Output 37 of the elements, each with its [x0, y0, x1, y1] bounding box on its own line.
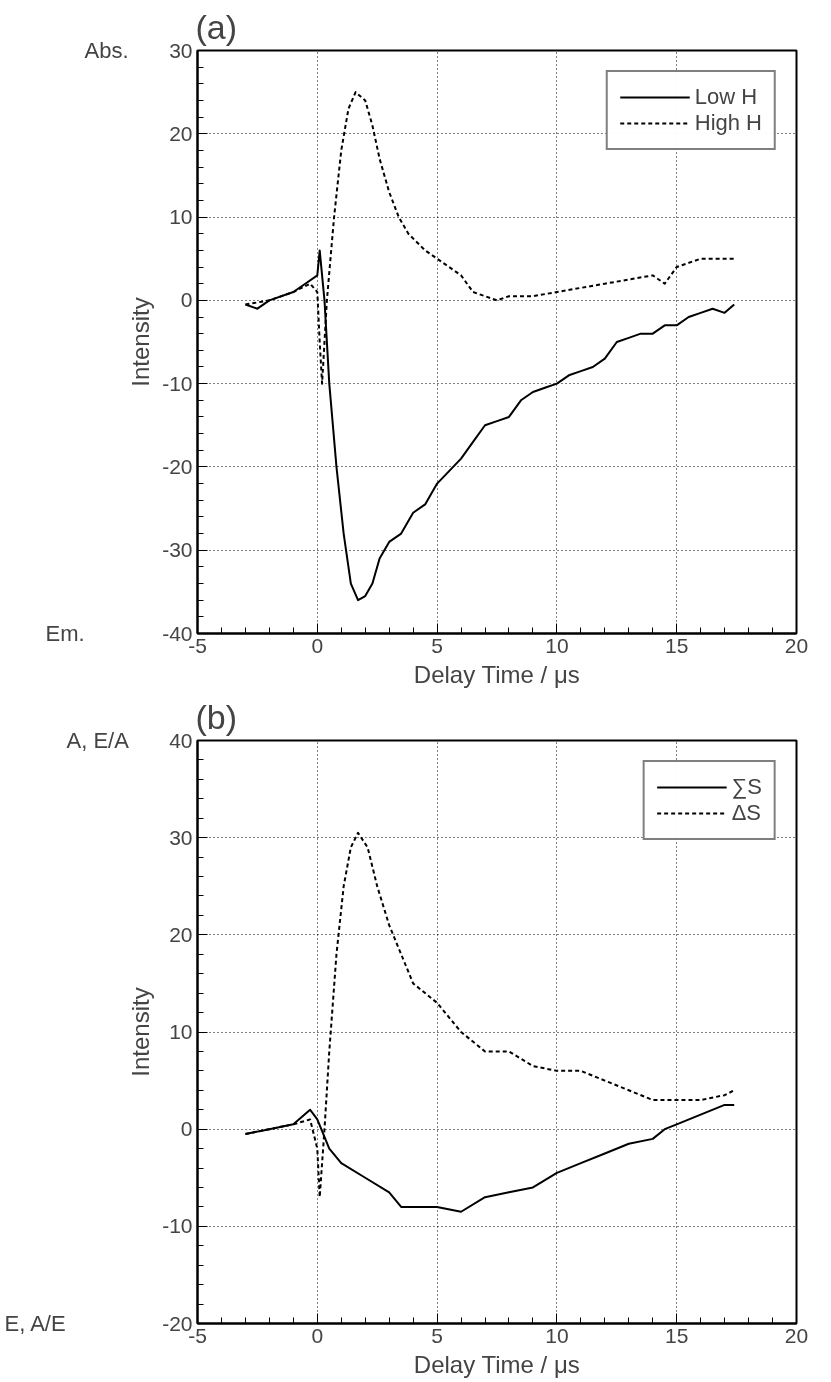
y-tick-label: -10	[162, 371, 193, 395]
legend-label: ΔS	[731, 800, 762, 826]
text: Abs.	[84, 38, 129, 63]
y-tick-label: -30	[162, 538, 193, 562]
legend-label: High H	[694, 110, 762, 136]
x-tick-label: 10	[545, 1323, 569, 1347]
x-tick-label: 0	[311, 633, 324, 657]
y-tick-label: 20	[169, 121, 193, 145]
y-tick-label: 20	[169, 922, 193, 946]
y-axis-title: Intensity	[127, 297, 155, 387]
x-tick-label: 0	[311, 1323, 324, 1347]
y-tick-label: 0	[180, 1117, 193, 1141]
x-tick-label: 5	[431, 1323, 443, 1347]
x-axis-title: Delay Time / μs	[413, 660, 580, 688]
y-tick-label: 0	[180, 288, 193, 312]
y-tick-label: -10	[162, 1214, 193, 1238]
chart-title: (b)	[195, 697, 238, 736]
x-tick-label: 15	[665, 633, 689, 657]
x-tick-label: 5	[431, 633, 443, 657]
y-tick-label: 30	[169, 825, 193, 849]
x-axis-title: Delay Time / μs	[413, 1350, 580, 1378]
text: E, A/E	[4, 1311, 66, 1336]
y-axis-title: Intensity	[127, 987, 155, 1077]
x-tick-label: 15	[665, 1323, 689, 1347]
text: Em.	[45, 621, 85, 646]
y-tick-label: 30	[169, 38, 193, 62]
chart-title: (a)	[195, 7, 238, 46]
y-tick-label: -20	[162, 454, 193, 478]
x-tick-label: 10	[545, 633, 569, 657]
legend-label: ∑S	[731, 774, 762, 800]
y-tick-label: 10	[169, 1020, 193, 1043]
x-tick-label: 20	[784, 633, 809, 657]
x-tick-label: 20	[784, 1323, 809, 1347]
text: A, E/A	[66, 728, 130, 753]
y-tick-label: 40	[169, 728, 193, 752]
y-tick-label: 10	[169, 205, 193, 229]
legend-label: Low H	[694, 84, 758, 110]
